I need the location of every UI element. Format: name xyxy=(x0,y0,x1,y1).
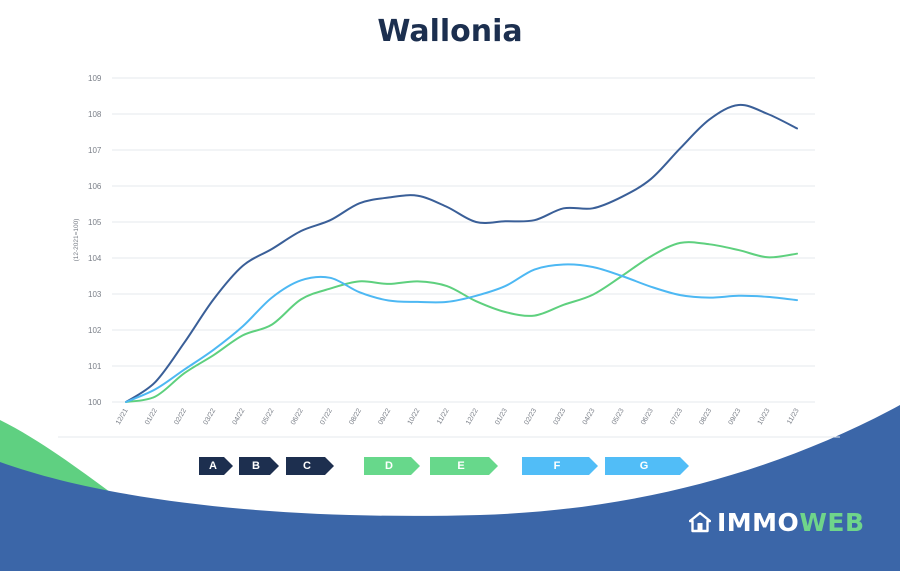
gridlines xyxy=(58,77,840,438)
legend-item-e: E xyxy=(430,457,498,475)
y-tick-label: 109 xyxy=(88,74,102,83)
x-tick-label: 08/22 xyxy=(348,407,363,426)
legend-item-c: C xyxy=(286,457,334,475)
x-tick-label: 04/23 xyxy=(582,407,597,426)
legend-item-label: E xyxy=(457,460,465,472)
y-tick-label: 108 xyxy=(88,110,102,119)
immoweb-logo: IMMO WEB xyxy=(689,507,865,537)
x-tick-label: 02/22 xyxy=(173,407,188,426)
series-line-2 xyxy=(125,241,798,403)
x-tick-label: 04/22 xyxy=(232,407,247,426)
legend-item-label: B xyxy=(252,460,260,472)
legend-item-label: G xyxy=(639,460,649,472)
house-icon xyxy=(689,511,711,533)
x-tick-label: 01/22 xyxy=(144,407,159,426)
x-tick-label: 12/22 xyxy=(465,407,480,426)
x-tick-label: 06/23 xyxy=(640,407,655,426)
y-axis-ticks: 100 101 102 103 104 105 106 107 108 109 xyxy=(88,74,102,407)
legend-item-f: F xyxy=(522,457,598,475)
legend-item-a: A xyxy=(199,457,233,475)
x-tick-label: 08/23 xyxy=(698,407,713,426)
legend-item-label: C xyxy=(303,460,311,472)
y-tick-label: 101 xyxy=(88,362,102,371)
x-tick-label: 10/22 xyxy=(407,407,422,426)
x-tick-label: 02/23 xyxy=(523,407,538,426)
x-tick-label: 01/23 xyxy=(494,407,509,426)
x-tick-label: 10/23 xyxy=(757,407,772,426)
logo-text-web: WEB xyxy=(799,507,865,537)
legend-item-label: D xyxy=(385,460,393,472)
legend-item-d: D xyxy=(364,457,420,475)
legend-item-label: A xyxy=(209,460,217,472)
line-chart: 100 101 102 103 104 105 106 107 108 109 (12-2021=… xyxy=(58,74,840,438)
x-tick-label: 05/22 xyxy=(261,407,276,426)
y-tick-label: 105 xyxy=(88,218,102,227)
legend-item-b: B xyxy=(239,457,279,475)
x-tick-label: 03/22 xyxy=(202,407,217,426)
x-tick-label: 05/23 xyxy=(611,407,626,426)
y-tick-label: 104 xyxy=(88,254,102,263)
x-tick-label: 03/23 xyxy=(553,407,568,426)
x-tick-label: 11/23 xyxy=(786,407,801,425)
footer-blue-wave xyxy=(0,405,900,571)
y-tick-label: 103 xyxy=(88,290,102,299)
y-tick-label: 102 xyxy=(88,326,102,335)
series-line-1 xyxy=(125,103,798,403)
x-tick-label: 06/22 xyxy=(290,407,305,426)
series-line-3 xyxy=(125,263,798,403)
x-tick-label: 09/23 xyxy=(728,407,743,426)
x-tick-label: 09/22 xyxy=(377,407,392,426)
legend-item-label: F xyxy=(553,460,561,472)
x-tick-label: 12/21 xyxy=(115,407,130,426)
y-axis-label: (12-2021=100) xyxy=(73,219,80,262)
legend-item-g: G xyxy=(605,457,689,475)
logo-text-immo: IMMO xyxy=(717,507,800,537)
x-tick-label: 07/22 xyxy=(319,407,334,426)
chart-title: Wallonia xyxy=(377,14,523,49)
x-axis-ticks: 12/21 01/22 02/22 03/22 04/22 05/22 06/22 07/22… xyxy=(115,407,801,426)
y-tick-label: 106 xyxy=(88,182,102,191)
series-lines xyxy=(125,103,798,403)
y-tick-label: 107 xyxy=(88,146,102,155)
x-tick-label: 07/23 xyxy=(669,407,684,426)
y-tick-label: 100 xyxy=(88,398,102,407)
x-tick-label: 11/22 xyxy=(436,407,451,425)
